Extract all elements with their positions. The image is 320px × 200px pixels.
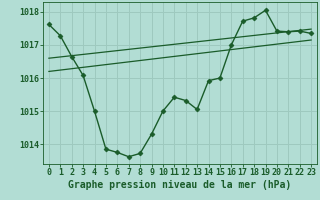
X-axis label: Graphe pression niveau de la mer (hPa): Graphe pression niveau de la mer (hPa) <box>68 180 292 190</box>
